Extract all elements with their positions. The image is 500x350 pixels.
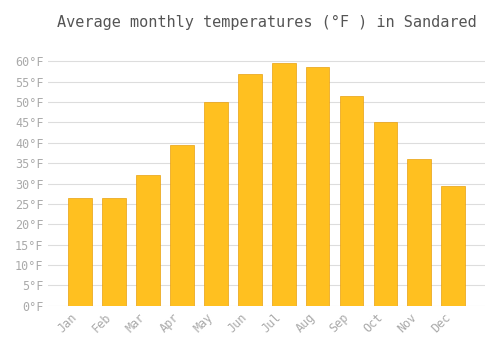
Bar [170, 145, 194, 306]
Bar [306, 68, 330, 306]
Bar [136, 175, 160, 306]
Bar [204, 102, 228, 306]
Title: Average monthly temperatures (°F ) in Sandared: Average monthly temperatures (°F ) in Sa… [57, 15, 476, 30]
Bar [102, 198, 126, 306]
Bar [340, 96, 363, 306]
Bar [442, 186, 465, 306]
Bar [238, 74, 262, 306]
Bar [374, 122, 398, 306]
Bar [68, 198, 92, 306]
Bar [408, 159, 431, 306]
Bar [272, 63, 295, 306]
